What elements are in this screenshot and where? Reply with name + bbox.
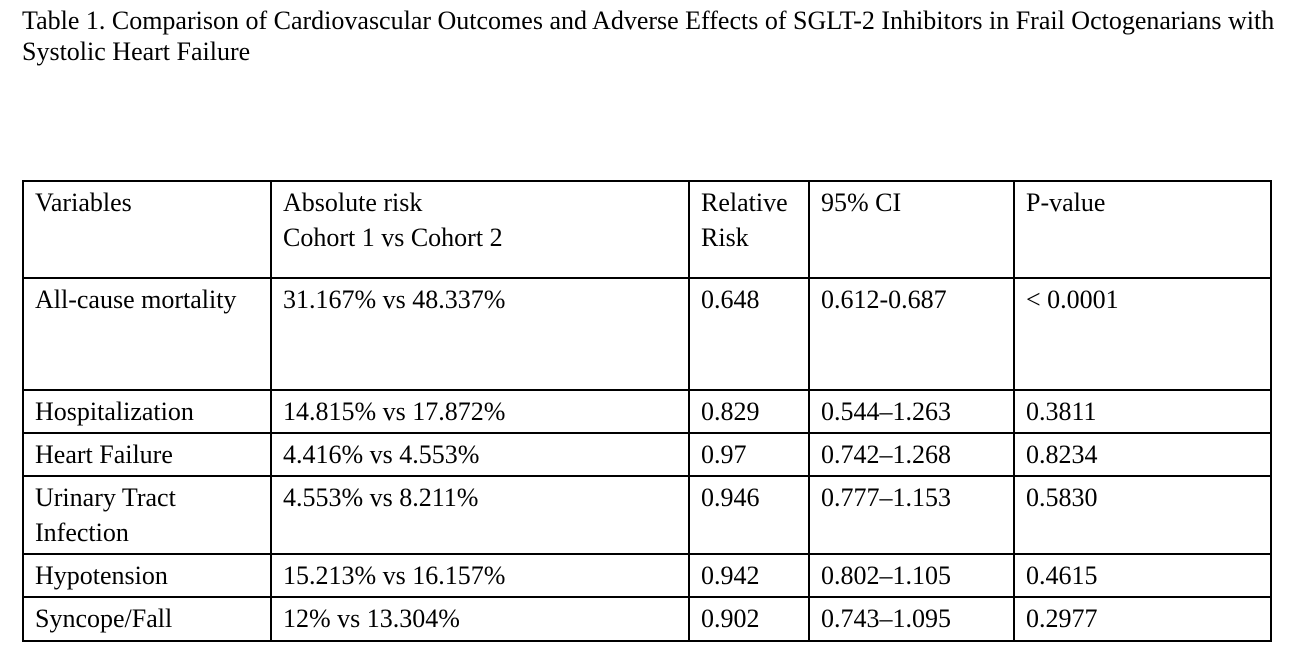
cell-relative-risk: 0.946	[688, 475, 810, 556]
column-header-p-value: P-value	[1013, 180, 1272, 279]
cell-p-value: < 0.0001	[1013, 277, 1272, 391]
cell-p-value: 0.8234	[1013, 432, 1272, 478]
cell-variable: Hospitalization	[22, 388, 272, 435]
column-header-95ci: 95% CI	[808, 180, 1015, 279]
cell-95ci: 0.544–1.263	[808, 388, 1015, 435]
cell-95ci: 0.742–1.268	[808, 432, 1015, 478]
table-row-hospitalization: Hospitalization 14.815% vs 17.872% 0.829…	[22, 388, 1272, 435]
cell-relative-risk: 0.97	[688, 432, 810, 478]
cell-95ci: 0.743–1.095	[808, 596, 1015, 642]
cell-relative-risk: 0.942	[688, 553, 810, 599]
cell-absolute-risk: 12% vs 13.304%	[270, 596, 690, 642]
cell-variable: Heart Failure	[22, 432, 272, 478]
outcomes-table: Variables Absolute risk Cohort 1 vs Coho…	[22, 180, 1272, 642]
table-row-syncope-fall: Syncope/Fall 12% vs 13.304% 0.902 0.743–…	[22, 596, 1272, 642]
cell-variable: Syncope/Fall	[22, 596, 272, 642]
cell-absolute-risk: 31.167% vs 48.337%	[270, 277, 690, 391]
column-header-variables: Variables	[22, 180, 272, 279]
cell-p-value: 0.3811	[1013, 388, 1272, 435]
table-row-hypotension: Hypotension 15.213% vs 16.157% 0.942 0.8…	[22, 553, 1272, 599]
cell-p-value: 0.2977	[1013, 596, 1272, 642]
cell-95ci: 0.802–1.105	[808, 553, 1015, 599]
cell-relative-risk: 0.648	[688, 277, 810, 391]
cell-absolute-risk: 14.815% vs 17.872%	[270, 388, 690, 435]
cell-95ci: 0.612-0.687	[808, 277, 1015, 391]
cell-relative-risk: 0.902	[688, 596, 810, 642]
column-header-absolute-risk: Absolute risk Cohort 1 vs Cohort 2	[270, 180, 690, 279]
cell-absolute-risk: 15.213% vs 16.157%	[270, 553, 690, 599]
cell-absolute-risk: 4.553% vs 8.211%	[270, 475, 690, 556]
table-row-heart-failure: Heart Failure 4.416% vs 4.553% 0.97 0.74…	[22, 432, 1272, 478]
cell-variable: Urinary Tract Infection	[22, 475, 272, 556]
cell-absolute-risk: 4.416% vs 4.553%	[270, 432, 690, 478]
cell-95ci: 0.777–1.153	[808, 475, 1015, 556]
table-header-row: Variables Absolute risk Cohort 1 vs Coho…	[22, 180, 1272, 279]
cell-p-value: 0.5830	[1013, 475, 1272, 556]
table-row-urinary-tract-infection: Urinary Tract Infection 4.553% vs 8.211%…	[22, 475, 1272, 556]
column-header-relative-risk: Relative Risk	[688, 180, 810, 279]
table-row-all-cause-mortality: All-cause mortality 31.167% vs 48.337% 0…	[22, 277, 1272, 391]
cell-variable: Hypotension	[22, 553, 272, 599]
cell-variable: All-cause mortality	[22, 277, 272, 391]
table-caption: Table 1. Comparison of Cardiovascular Ou…	[22, 6, 1275, 67]
cell-relative-risk: 0.829	[688, 388, 810, 435]
cell-p-value: 0.4615	[1013, 553, 1272, 599]
